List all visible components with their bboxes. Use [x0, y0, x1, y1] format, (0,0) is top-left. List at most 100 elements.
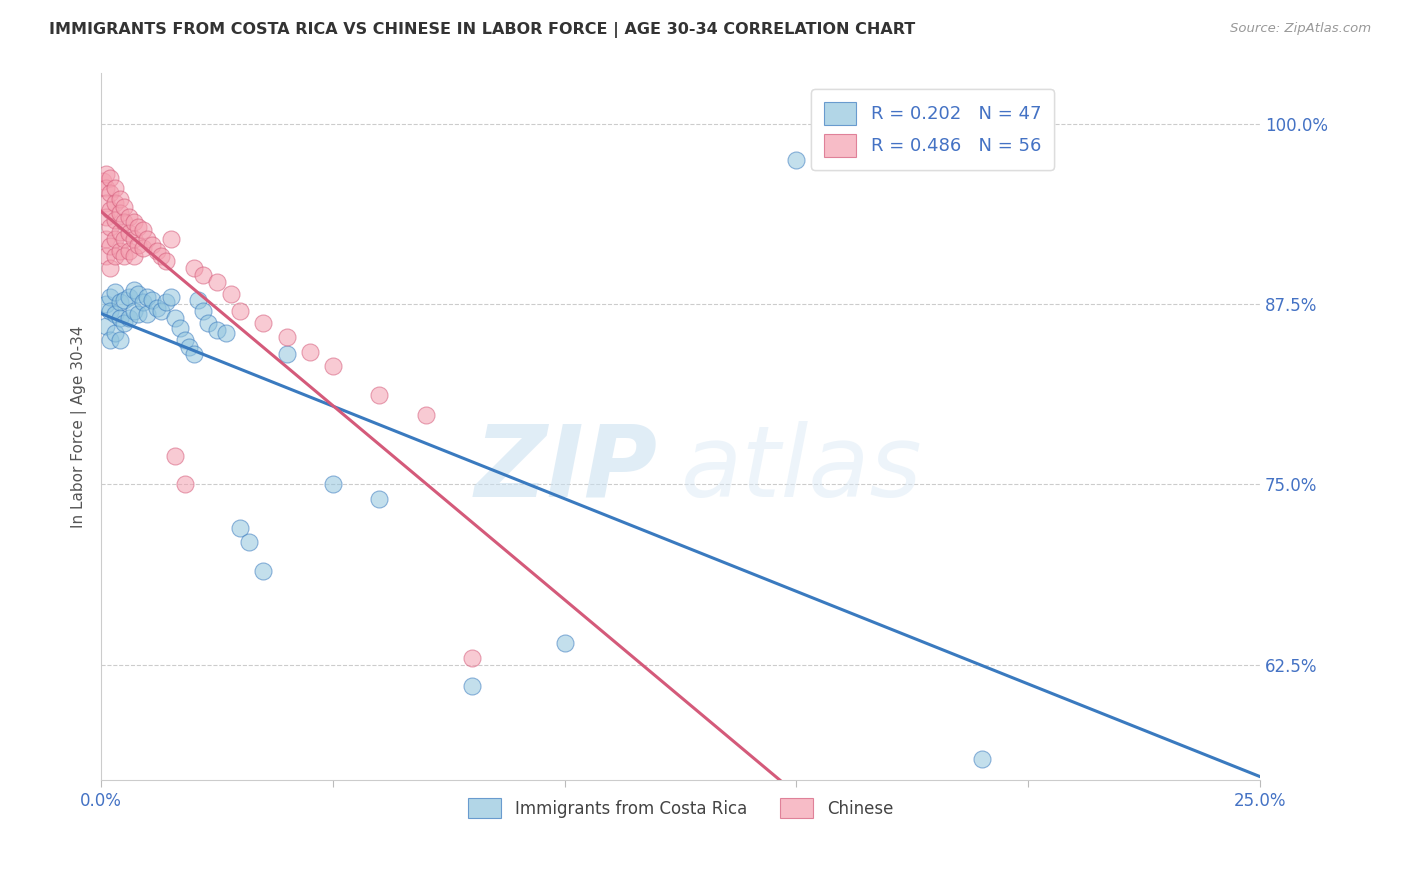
Point	[112, 293, 135, 307]
Point	[127, 286, 149, 301]
Point	[554, 636, 576, 650]
Point	[322, 477, 344, 491]
Point	[970, 752, 993, 766]
Point	[252, 564, 274, 578]
Point	[368, 388, 391, 402]
Point	[191, 268, 214, 282]
Point	[104, 307, 127, 321]
Point	[461, 680, 484, 694]
Point	[100, 239, 122, 253]
Point	[118, 311, 141, 326]
Point	[104, 326, 127, 340]
Point	[298, 344, 321, 359]
Point	[252, 316, 274, 330]
Point	[276, 347, 298, 361]
Point	[112, 316, 135, 330]
Point	[108, 295, 131, 310]
Point	[100, 220, 122, 235]
Y-axis label: In Labor Force | Age 30-34: In Labor Force | Age 30-34	[72, 326, 87, 528]
Point	[229, 304, 252, 318]
Point	[141, 293, 163, 307]
Point	[100, 171, 122, 186]
Point	[118, 226, 141, 240]
Point	[108, 244, 131, 258]
Point	[112, 214, 135, 228]
Point	[118, 290, 141, 304]
Point	[183, 347, 205, 361]
Point	[127, 237, 149, 252]
Text: ZIP: ZIP	[474, 421, 658, 517]
Point	[94, 232, 117, 246]
Point	[104, 181, 127, 195]
Text: IMMIGRANTS FROM COSTA RICA VS CHINESE IN LABOR FORCE | AGE 30-34 CORRELATION CHA: IMMIGRANTS FROM COSTA RICA VS CHINESE IN…	[49, 22, 915, 38]
Point	[122, 283, 145, 297]
Point	[159, 290, 181, 304]
Point	[122, 214, 145, 228]
Point	[94, 249, 117, 263]
Point	[122, 232, 145, 246]
Point	[108, 192, 131, 206]
Point	[155, 295, 177, 310]
Point	[100, 333, 122, 347]
Point	[112, 249, 135, 263]
Point	[191, 304, 214, 318]
Point	[112, 200, 135, 214]
Point	[159, 232, 181, 246]
Point	[104, 213, 127, 227]
Point	[94, 211, 117, 225]
Point	[368, 491, 391, 506]
Point	[122, 249, 145, 263]
Point	[155, 253, 177, 268]
Point	[108, 333, 131, 347]
Point	[179, 340, 201, 354]
Point	[173, 333, 195, 347]
Point	[104, 285, 127, 300]
Text: atlas: atlas	[681, 421, 922, 517]
Point	[205, 323, 228, 337]
Point	[165, 311, 187, 326]
Point	[141, 237, 163, 252]
Text: Source: ZipAtlas.com: Source: ZipAtlas.com	[1230, 22, 1371, 36]
Point	[100, 290, 122, 304]
Point	[132, 241, 155, 255]
Point	[108, 311, 131, 326]
Point	[238, 535, 260, 549]
Point	[104, 249, 127, 263]
Point	[215, 326, 238, 340]
Point	[100, 304, 122, 318]
Point	[127, 220, 149, 235]
Point	[461, 650, 484, 665]
Point	[104, 195, 127, 210]
Point	[173, 477, 195, 491]
Point	[94, 297, 117, 311]
Point	[108, 206, 131, 220]
Point	[229, 521, 252, 535]
Point	[785, 153, 807, 167]
Point	[118, 244, 141, 258]
Point	[219, 286, 242, 301]
Point	[136, 232, 159, 246]
Legend: Immigrants from Costa Rica, Chinese: Immigrants from Costa Rica, Chinese	[461, 791, 900, 825]
Point	[165, 449, 187, 463]
Point	[136, 290, 159, 304]
Point	[415, 408, 437, 422]
Point	[150, 304, 173, 318]
Point	[94, 167, 117, 181]
Point	[145, 301, 167, 316]
Point	[187, 293, 209, 307]
Point	[94, 195, 117, 210]
Point	[108, 225, 131, 239]
Point	[145, 244, 167, 258]
Point	[94, 318, 117, 333]
Point	[197, 316, 219, 330]
Point	[100, 203, 122, 218]
Point	[127, 307, 149, 321]
Point	[150, 249, 173, 263]
Point	[132, 295, 155, 310]
Point	[183, 260, 205, 275]
Point	[136, 307, 159, 321]
Point	[276, 330, 298, 344]
Point	[100, 186, 122, 200]
Point	[93, 174, 115, 188]
Point	[94, 181, 117, 195]
